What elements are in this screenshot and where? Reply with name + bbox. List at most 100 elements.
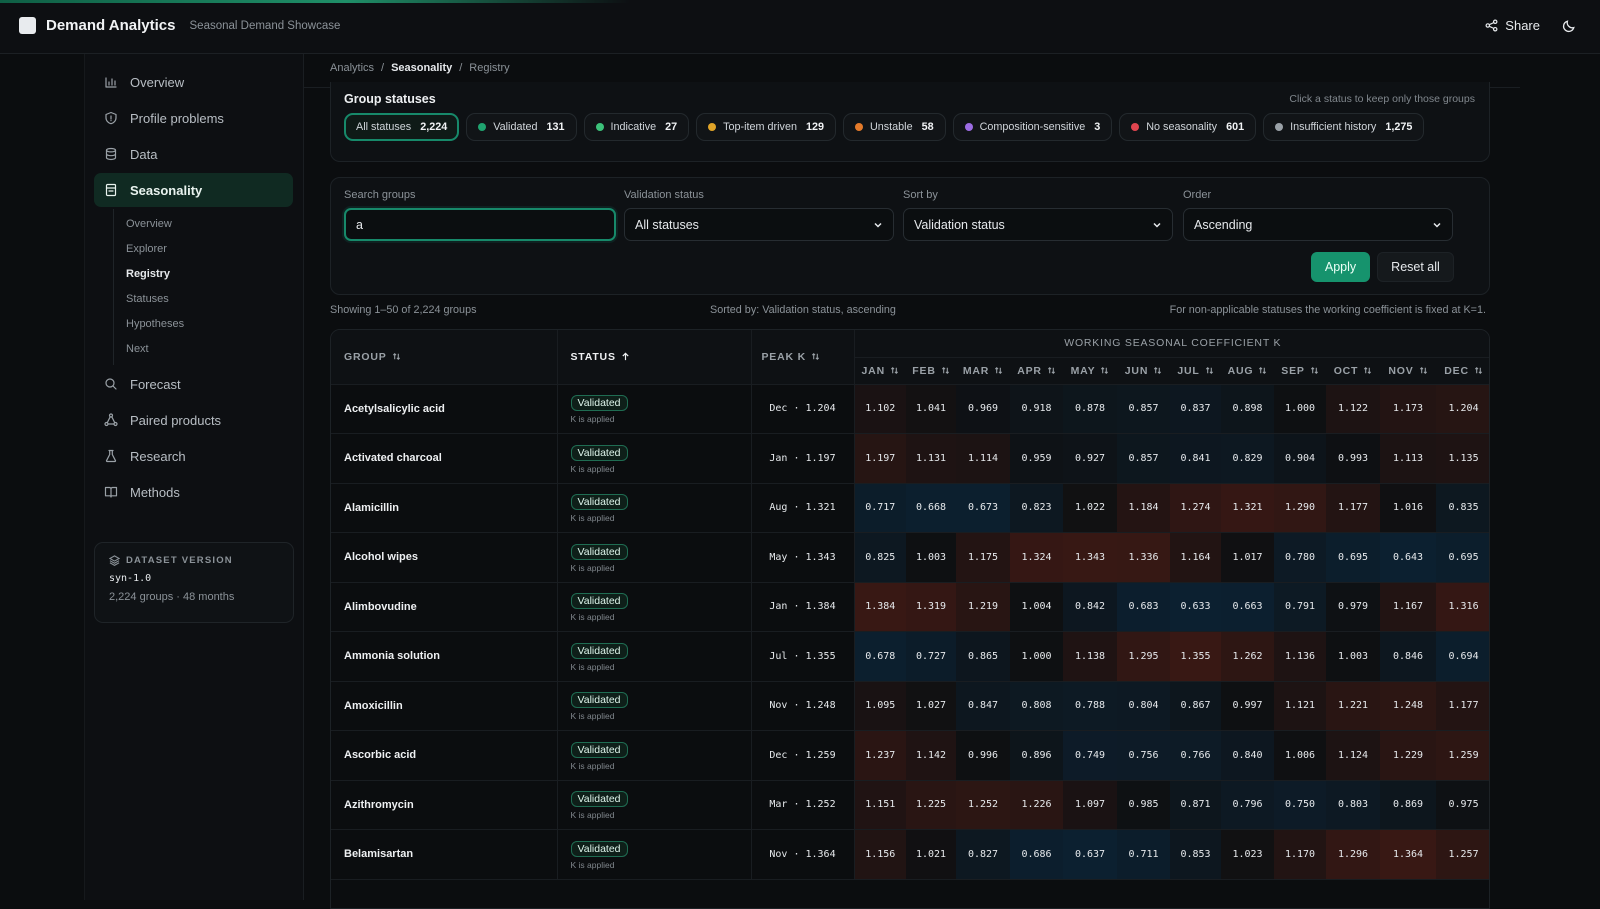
status-chip-unstable[interactable]: Unstable 58 <box>842 113 946 141</box>
sidebar-item-paired-products[interactable]: Paired products <box>94 403 293 437</box>
group-name[interactable]: Amoxicillin <box>331 681 558 731</box>
k-cell-apr: 1.226 <box>1010 780 1063 830</box>
subnav-item-registry[interactable]: Registry <box>126 267 171 280</box>
month-header-dec[interactable]: DEC <box>1436 357 1489 385</box>
breadcrumb-seasonality[interactable]: Seasonality <box>391 62 453 74</box>
sidebar-item-forecast[interactable]: Forecast <box>94 367 293 401</box>
status-cell: Validated K is applied <box>557 631 752 682</box>
breadcrumb-analytics[interactable]: Analytics <box>330 62 375 74</box>
table-row[interactable]: Activated charcoal Validated K is applied J… <box>331 433 1489 484</box>
month-header-nov[interactable]: NOV <box>1380 357 1436 385</box>
group-column-header[interactable]: GROUP <box>331 330 558 385</box>
month-header-sep[interactable]: SEP <box>1274 357 1326 385</box>
k-cell-jul: 1.164 <box>1170 532 1221 583</box>
subnav-item-statuses[interactable]: Statuses <box>126 292 169 305</box>
table-row[interactable]: Ammonia solution Validated K is applied Jul… <box>331 631 1489 682</box>
sidebar-item-overview[interactable]: Overview <box>94 65 293 99</box>
sidebar-item-profile-problems[interactable]: Profile problems <box>94 101 293 135</box>
sort-by-select[interactable]: Validation status <box>903 208 1173 241</box>
order-select[interactable]: Ascending <box>1183 208 1453 241</box>
month-header-jul[interactable]: JUL <box>1170 357 1221 385</box>
status-chip-count: 27 <box>665 121 678 133</box>
status-chip-validated[interactable]: Validated 131 <box>466 113 577 141</box>
status-column-header[interactable]: STATUS <box>557 330 752 385</box>
calendar-icon <box>104 183 118 197</box>
table-row[interactable]: Alamicillin Validated K is applied Aug · 1.… <box>331 483 1489 533</box>
k-cell-sep: 0.904 <box>1274 433 1326 484</box>
status-chip-composition-sensitive[interactable]: Composition-sensitive 3 <box>952 113 1113 141</box>
sidebar-item-seasonality[interactable]: Seasonality <box>94 173 293 207</box>
status-note: K is applied <box>570 711 615 722</box>
table-row[interactable]: Azithromycin Validated K is applied Mar · 1… <box>331 780 1489 830</box>
table-row[interactable]: Alcohol wipes Validated K is applied May · … <box>331 532 1489 583</box>
k-cell-may: 0.637 <box>1063 829 1117 880</box>
k-cell-mar: 0.673 <box>956 483 1010 533</box>
group-name[interactable]: Alimbovudine <box>331 582 558 632</box>
table-row[interactable]: Alimbovudine Validated K is applied Jan · 1… <box>331 582 1489 632</box>
reset-all-button[interactable]: Reset all <box>1377 252 1454 282</box>
table-row[interactable]: Belamisartan Validated K is applied Nov · 1… <box>331 829 1489 880</box>
group-name[interactable]: Alamicillin <box>331 483 558 533</box>
sidebar-item-data[interactable]: Data <box>94 137 293 171</box>
top-bar: Demand Analytics Seasonal Demand Showcas… <box>0 0 1600 54</box>
month-header-feb[interactable]: FEB <box>906 357 956 385</box>
month-header-mar[interactable]: MAR <box>956 357 1010 385</box>
sort-icon <box>941 366 950 375</box>
group-name[interactable]: Acetylsalicylic acid <box>331 384 558 434</box>
search-groups-input[interactable]: a <box>344 208 616 241</box>
month-header-oct[interactable]: OCT <box>1326 357 1380 385</box>
table-row[interactable]: Ascorbic acid Validated K is applied Dec · … <box>331 730 1489 781</box>
group-name[interactable]: Activated charcoal <box>331 433 558 484</box>
peak-k-column-header[interactable]: PEAK K <box>751 330 855 385</box>
table-row[interactable]: Amoxicillin Validated K is applied Nov · 1.… <box>331 681 1489 731</box>
subnav-item-next[interactable]: Next <box>126 342 149 355</box>
subnav-item-overview[interactable]: Overview <box>126 217 172 230</box>
status-chip-count: 129 <box>805 121 824 133</box>
k-cell-jul: 0.841 <box>1170 433 1221 484</box>
status-chip-all-statuses[interactable]: All statuses 2,224 <box>344 113 460 141</box>
k-cell-jun: 0.985 <box>1117 780 1170 830</box>
k-cell-oct: 1.221 <box>1326 681 1380 731</box>
status-note: K is applied <box>570 810 615 821</box>
month-header-aug[interactable]: AUG <box>1221 357 1274 385</box>
validation-status-select[interactable]: All statuses <box>624 208 894 241</box>
status-chip-indicative[interactable]: Indicative 27 <box>583 113 690 141</box>
subnav-item-hypotheses[interactable]: Hypotheses <box>126 317 185 330</box>
group-name[interactable]: Ascorbic acid <box>331 730 558 781</box>
group-name[interactable]: Alcohol wipes <box>331 532 558 583</box>
group-name[interactable]: Ammonia solution <box>331 631 558 682</box>
k-cell-dec: 0.695 <box>1436 532 1489 583</box>
k-cell-dec: 1.135 <box>1436 433 1489 484</box>
brand[interactable]: Demand Analytics Seasonal Demand Showcas… <box>19 17 340 34</box>
status-chip-no-seasonality[interactable]: No seasonality 601 <box>1119 113 1257 141</box>
group-name[interactable]: Belamisartan <box>331 829 558 880</box>
group-name[interactable]: Azithromycin <box>331 780 558 830</box>
group-statuses-hint: Click a status to keep only those groups <box>1289 93 1475 105</box>
month-header-may[interactable]: MAY <box>1063 357 1117 385</box>
month-label: FEB <box>912 364 936 377</box>
status-badge: Validated <box>570 543 628 560</box>
status-dot-icon <box>708 123 717 131</box>
table-row[interactable]: Acetylsalicylic acid Validated K is applie… <box>331 384 1489 434</box>
month-header-jun[interactable]: JUN <box>1117 357 1170 385</box>
month-header-apr[interactable]: APR <box>1010 357 1063 385</box>
k-cell-may: 1.097 <box>1063 780 1117 830</box>
sidebar: Overview Profile problems Data Seasonality O… <box>84 54 304 900</box>
dataset-label: DATASET VERSION <box>126 555 233 566</box>
k-cell-mar: 0.847 <box>956 681 1010 731</box>
k-cell-mar: 0.996 <box>956 730 1010 781</box>
month-header-jan[interactable]: JAN <box>854 357 906 385</box>
status-chip-insufficient-history[interactable]: Insufficient history 1,275 <box>1263 113 1425 141</box>
subnav-item-explorer[interactable]: Explorer <box>126 242 167 255</box>
apply-button[interactable]: Apply <box>1311 252 1370 282</box>
sidebar-item-methods[interactable]: Methods <box>94 475 293 509</box>
status-chip-top-item-driven[interactable]: Top-item driven 129 <box>696 113 836 141</box>
month-label: NOV <box>1388 364 1414 377</box>
sidebar-item-research[interactable]: Research <box>94 439 293 473</box>
share-button[interactable]: Share <box>1485 18 1540 33</box>
sort-icon <box>1153 366 1162 375</box>
moon-icon[interactable] <box>1562 19 1576 33</box>
dataset-version: syn-1.0 <box>109 573 152 584</box>
coefficient-group-header: WORKING SEASONAL COEFFICIENT K <box>854 330 1489 358</box>
sort-icon <box>1047 366 1056 375</box>
